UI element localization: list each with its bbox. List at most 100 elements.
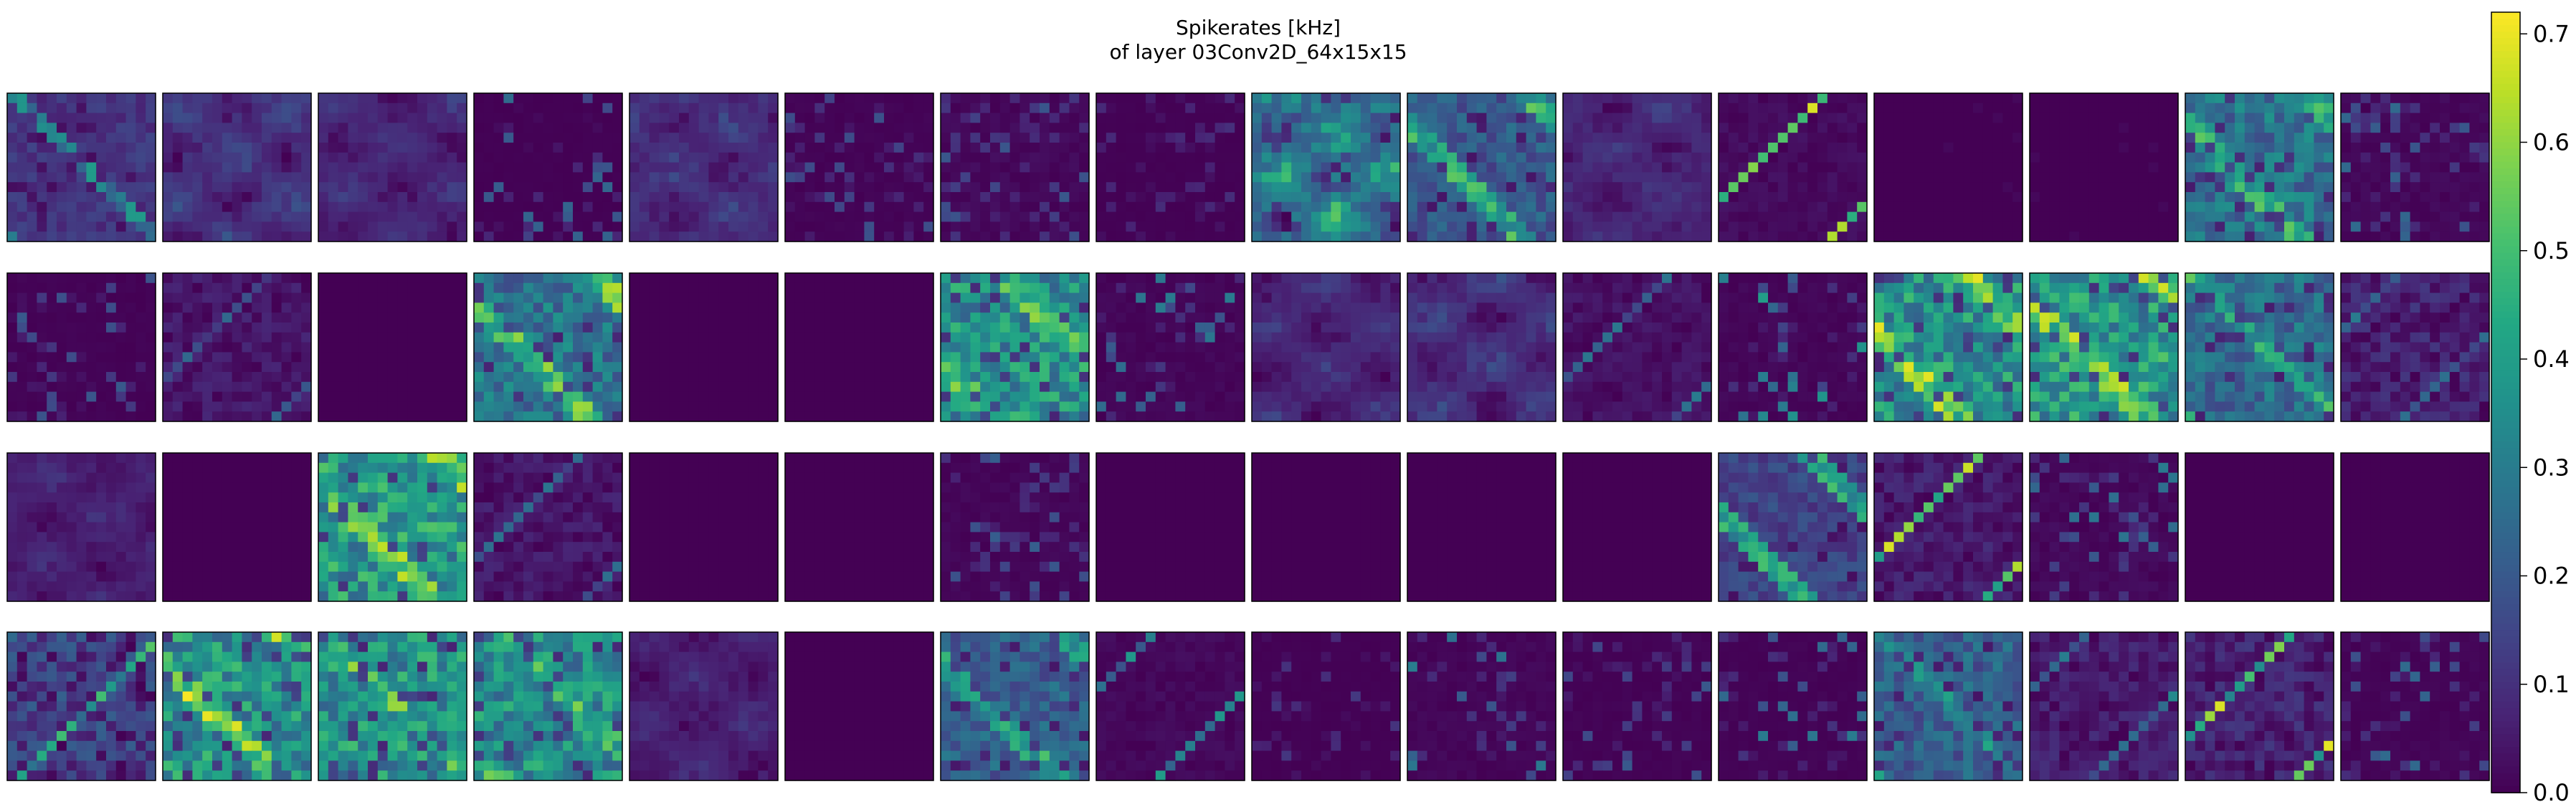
heatmap-cell [2294, 162, 2305, 173]
heatmap-cell [182, 332, 193, 343]
heatmap-cell [2274, 221, 2285, 232]
heatmap-cell [923, 401, 934, 412]
heatmap-cell [182, 381, 193, 393]
heatmap-cell [688, 312, 700, 323]
heatmap-cell [301, 282, 312, 294]
heatmap-cell [232, 342, 242, 353]
panel-frame [2185, 92, 2334, 242]
heatmap-cell [377, 102, 389, 114]
heatmap-cell [2119, 192, 2129, 203]
heatmap-cell [338, 302, 348, 313]
heatmap-cell [1671, 182, 1683, 193]
heatmap-cell [612, 282, 623, 294]
heatmap-cell [125, 211, 136, 222]
heatmap-cell [1311, 211, 1322, 222]
heatmap-cell [2304, 93, 2314, 104]
heatmap-cell [271, 162, 282, 173]
heatmap-cell [688, 201, 700, 213]
heatmap-cell [639, 302, 650, 313]
heatmap-cell [738, 292, 749, 303]
heatmap-cell [358, 342, 369, 353]
heatmap-cell [738, 312, 749, 323]
heatmap-cell [1738, 231, 1749, 242]
heatmap-cell [1572, 162, 1584, 173]
heatmap-cell [835, 273, 845, 284]
heatmap-cell [318, 391, 329, 402]
heatmap-cell [1380, 123, 1391, 133]
heatmap-cell [2079, 221, 2090, 232]
heatmap-cell [1914, 211, 1924, 222]
heatmap-cell [718, 332, 729, 343]
heatmap-cell [2274, 172, 2285, 183]
heatmap-cell [854, 391, 865, 402]
heatmap-cell [835, 391, 845, 402]
heatmap-cell [728, 133, 739, 143]
heatmap-cell [573, 362, 584, 373]
heatmap-cell [768, 332, 779, 343]
heatmap-cell [1271, 231, 1282, 242]
heatmap-cell [2002, 201, 2013, 213]
heatmap-cell [318, 362, 329, 373]
heatmap-cell [368, 302, 379, 313]
heatmap-cell [242, 201, 252, 213]
heatmap-cell [2138, 143, 2149, 153]
heatmap-cell [1681, 93, 1692, 104]
heatmap-cell [457, 401, 467, 412]
heatmap-cell [493, 273, 504, 284]
heatmap-cell [2225, 221, 2235, 232]
heatmap-cell [1837, 201, 1848, 213]
heatmap-cell [301, 102, 312, 114]
heatmap-cell [1758, 93, 1769, 104]
heatmap-cell [447, 302, 457, 313]
heatmap-cell [913, 411, 924, 422]
heatmap-cell [874, 221, 885, 232]
heatmap-cell [629, 221, 640, 232]
heatmap-cell [27, 323, 37, 333]
heatmap-cell [377, 411, 389, 422]
heatmap-cell [242, 391, 252, 402]
heatmap-cell [1175, 211, 1186, 222]
heatmap-cell [824, 221, 835, 232]
heatmap-cell [1622, 162, 1633, 173]
heatmap-cell [2088, 211, 2100, 222]
heatmap-cell [301, 292, 312, 303]
heatmap-cell [2039, 201, 2050, 213]
heatmap-cell [417, 362, 428, 373]
heatmap-cell [427, 123, 438, 133]
heatmap-cell [136, 292, 146, 303]
heatmap-cell [1126, 201, 1136, 213]
heatmap-cell [66, 93, 77, 104]
heatmap-cell [1165, 211, 1176, 222]
heatmap-cell [328, 192, 339, 203]
heatmap-cell [2088, 162, 2100, 173]
heatmap-cell [2088, 152, 2100, 163]
heatmap-cell [913, 391, 924, 402]
heatmap-cell [1536, 143, 1546, 153]
heatmap-cell [2254, 201, 2265, 213]
heatmap-cell [824, 352, 835, 363]
heatmap-cell [990, 162, 1001, 173]
heatmap-cell [493, 372, 504, 383]
heatmap-cell [503, 152, 514, 163]
heatmap-cell [368, 372, 379, 383]
heatmap-cell [2390, 113, 2401, 123]
heatmap-cell [182, 342, 193, 353]
heatmap-cell [758, 221, 769, 232]
heatmap-cell [1116, 162, 1126, 173]
heatmap-cell [2380, 143, 2391, 153]
heatmap-cell [728, 182, 739, 193]
heatmap-cell [2148, 113, 2159, 123]
heatmap-cell [338, 332, 348, 343]
heatmap-cell [854, 221, 865, 232]
heatmap-cell [864, 201, 875, 213]
heatmap-cell [222, 211, 233, 222]
heatmap-cell [1857, 93, 1868, 104]
heatmap-cell [2390, 143, 2401, 153]
heatmap-cell [1701, 192, 1712, 203]
heatmap-cell [2314, 192, 2324, 203]
heatmap-cell [612, 133, 623, 143]
heatmap-cell [96, 372, 107, 383]
heatmap-cell [1185, 192, 1196, 203]
heatmap-cell [115, 342, 127, 353]
heatmap-cell [1883, 162, 1895, 173]
